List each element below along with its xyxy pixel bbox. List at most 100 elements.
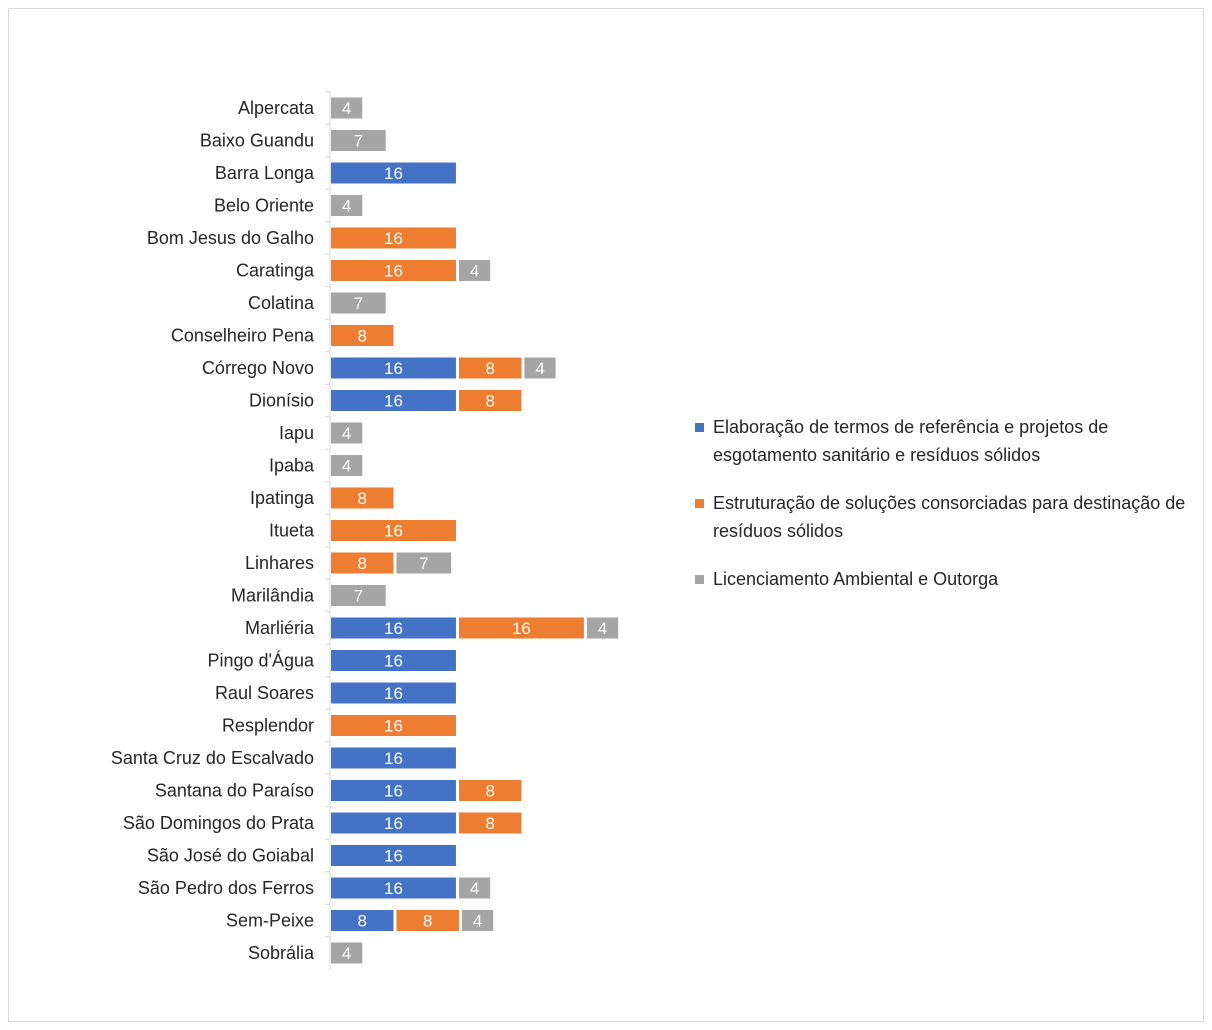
category-label: Resplendor <box>222 716 314 736</box>
bar-value-label: 8 <box>485 814 494 833</box>
chart-plot: Alpercata 4 Baixo Guandu 7 Barra Longa 16 Belo… <box>111 91 619 970</box>
chart-frame: Alpercata 4 Baixo Guandu 7 Barra Longa 16 Belo… <box>8 8 1204 1022</box>
category-label: Iapu <box>279 423 314 443</box>
category-label: Marliéria <box>245 618 315 638</box>
legend-swatch-series-2 <box>695 499 704 508</box>
bar-series-3 <box>524 357 556 379</box>
category-label: Linhares <box>245 553 314 573</box>
legend-label-series-1: Elaboração de termos de referência e pro… <box>713 417 1109 465</box>
bar-value-label: 16 <box>384 652 403 671</box>
bar-value-label: 16 <box>384 814 403 833</box>
bar-series-3 <box>331 585 386 606</box>
bar-series-2 <box>331 260 456 281</box>
bar-series-3 <box>331 195 363 216</box>
bar-value-label: 7 <box>354 132 363 151</box>
bar-series-2 <box>458 812 522 834</box>
bar-series-3 <box>331 130 386 151</box>
bar-series-2 <box>396 910 459 931</box>
legend-swatch-series-1 <box>695 423 704 432</box>
bar-series-3 <box>331 292 386 314</box>
category-label: Belo Oriente <box>214 196 314 216</box>
bar-value-label: 16 <box>384 847 403 866</box>
bar-value-label: 16 <box>384 749 403 768</box>
category-label: Raul Soares <box>215 683 314 703</box>
bar-value-label: 7 <box>419 554 428 573</box>
category-label: Itueta <box>269 521 315 541</box>
bar-series-3 <box>331 97 363 119</box>
category-label: Alpercata <box>238 98 315 118</box>
bar-series-3 <box>458 260 491 281</box>
bar-series-2 <box>331 487 394 509</box>
category-label: Barra Longa <box>215 163 315 183</box>
bar-value-label: 16 <box>384 392 403 411</box>
bar-series-1 <box>331 877 456 899</box>
bar-series-1 <box>331 162 456 184</box>
category-label: Dionísio <box>249 391 314 411</box>
category-label: Baixo Guandu <box>200 131 314 151</box>
category-label: Córrego Novo <box>202 358 314 378</box>
bar-value-label: 4 <box>342 99 351 118</box>
bar-value-label: 4 <box>342 197 351 216</box>
bar-value-label: 16 <box>384 619 403 638</box>
bar-value-label: 4 <box>342 457 351 476</box>
bar-value-label: 4 <box>470 262 479 281</box>
legend-item-series-1: Elaboração de termos de referência e pro… <box>695 413 1205 469</box>
legend-swatch-series-3 <box>695 575 704 584</box>
bar-value-label: 4 <box>473 912 482 931</box>
bar-series-3 <box>331 455 363 476</box>
bar-value-label: 8 <box>358 489 367 508</box>
bar-value-label: 8 <box>485 392 494 411</box>
category-label: Colatina <box>248 293 315 313</box>
legend-item-series-2: Estruturação de soluções consorciadas pa… <box>695 489 1205 545</box>
category-label: São José do Goiabal <box>147 846 314 866</box>
category-label: Ipatinga <box>250 488 315 508</box>
legend-label-series-3: Licenciamento Ambiental e Outorga <box>713 569 999 589</box>
bar-value-label: 16 <box>512 619 531 638</box>
bar-series-2 <box>331 552 394 574</box>
bar-value-label: 4 <box>470 879 479 898</box>
legend-item-series-3: Licenciamento Ambiental e Outorga <box>695 565 1205 593</box>
bar-value-label: 16 <box>384 782 403 801</box>
category-label: Sem-Peixe <box>226 911 314 931</box>
bar-series-1 <box>331 812 456 834</box>
category-label: Santana do Paraíso <box>155 781 314 801</box>
bar-series-3 <box>586 617 619 639</box>
bar-value-label: 7 <box>354 294 363 313</box>
bar-value-label: 8 <box>358 327 367 346</box>
bar-series-3 <box>331 422 363 444</box>
chart-legend: Elaboração de termos de referência e pro… <box>695 413 1205 613</box>
bar-series-2 <box>458 390 522 411</box>
bar-value-label: 16 <box>384 879 403 898</box>
bar-series-2 <box>458 617 584 639</box>
category-label: São Pedro dos Ferros <box>138 878 314 898</box>
legend-label-series-2: Estruturação de soluções consorciadas pa… <box>713 493 1186 541</box>
category-label: Marilândia <box>231 586 315 606</box>
bar-value-label: 8 <box>423 912 432 931</box>
bar-series-3 <box>331 942 363 964</box>
bar-series-1 <box>331 682 456 704</box>
bar-series-1 <box>331 390 456 411</box>
category-label: Bom Jesus do Galho <box>147 228 314 248</box>
category-label: Conselheiro Pena <box>171 326 315 346</box>
bar-series-2 <box>458 357 522 379</box>
bar-value-label: 4 <box>598 619 607 638</box>
category-label: São Domingos do Prata <box>123 813 315 833</box>
bar-value-label: 16 <box>384 164 403 183</box>
bar-value-label: 8 <box>358 912 367 931</box>
bar-series-2 <box>458 780 522 801</box>
bar-series-2 <box>331 325 394 346</box>
bar-value-label: 4 <box>342 944 351 963</box>
bar-series-1 <box>331 845 456 866</box>
bar-series-3 <box>396 552 452 574</box>
category-label: Caratinga <box>236 261 315 281</box>
bar-series-1 <box>331 357 456 379</box>
bar-series-1 <box>331 910 394 931</box>
bar-value-label: 8 <box>358 554 367 573</box>
category-label: Ipaba <box>269 456 315 476</box>
bar-series-2 <box>331 715 456 736</box>
bar-series-2 <box>331 227 456 249</box>
bar-value-label: 8 <box>485 359 494 378</box>
category-label: Santa Cruz do Escalvado <box>111 748 314 768</box>
category-label: Sobrália <box>248 943 315 963</box>
bar-value-label: 16 <box>384 359 403 378</box>
